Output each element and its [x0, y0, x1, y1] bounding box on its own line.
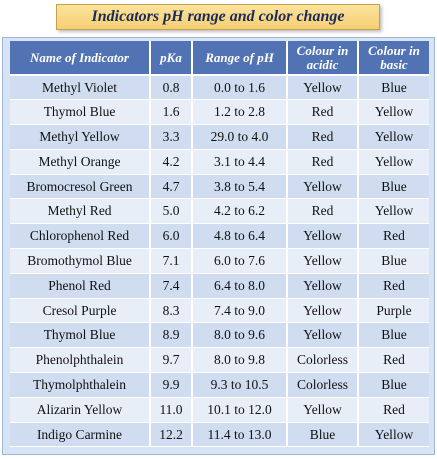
table-row: Thymol Blue 8.9 8.0 to 9.6 Yellow Blue	[10, 322, 429, 349]
cell-ph-range: 6.4 to 8.0	[192, 273, 288, 299]
page-title: Indicators pH range and color change	[56, 4, 380, 30]
cell-basic-colour: Red	[358, 347, 429, 374]
cell-basic-colour: Blue	[358, 75, 429, 101]
cell-pka: 6.0	[150, 223, 193, 250]
cell-ph-range: 7.4 to 9.0	[192, 298, 288, 324]
table-row: Bromocresol Green 4.7 3.8 to 5.4 Yellow Blue	[10, 174, 429, 200]
cell-basic-colour: Yellow	[358, 198, 429, 225]
header-pka: pKa	[150, 41, 193, 76]
cell-acidic-colour: Yellow	[287, 223, 359, 250]
cell-ph-range: 4.8 to 6.4	[192, 223, 288, 250]
cell-pka: 9.7	[150, 347, 193, 374]
cell-indicator-name: Thymol Blue	[10, 99, 151, 126]
cell-indicator-name: Indigo Carmine	[10, 422, 151, 448]
cell-indicator-name: Phenol Red	[10, 273, 151, 299]
cell-indicator-name: Alizarin Yellow	[10, 397, 151, 423]
cell-pka: 4.2	[150, 149, 193, 175]
table-row: Bromothymol Blue 7.1 6.0 to 7.6 Yellow Blue	[10, 248, 429, 274]
cell-ph-range: 29.0 to 4.0	[192, 124, 288, 150]
table-body: Methyl Violet 0.8 0.0 to 1.6 Yellow Blue Thym…	[10, 75, 429, 448]
cell-acidic-colour: Yellow	[287, 322, 359, 349]
cell-indicator-name: Phenolphthalein	[10, 347, 151, 374]
cell-ph-range: 3.8 to 5.4	[192, 174, 288, 200]
table-row: Methyl Red 5.0 4.2 to 6.2 Red Yellow	[10, 198, 429, 225]
cell-pka: 1.6	[150, 99, 193, 126]
cell-basic-colour: Yellow	[358, 149, 429, 175]
cell-indicator-name: Methyl Red	[10, 198, 151, 225]
cell-indicator-name: Methyl Yellow	[10, 124, 151, 150]
header-name-of-indicator: Name of Indicator	[10, 41, 151, 76]
cell-basic-colour: Yellow	[358, 124, 429, 150]
cell-basic-colour: Red	[358, 273, 429, 299]
cell-pka: 7.4	[150, 273, 193, 299]
cell-pka: 8.9	[150, 322, 193, 349]
cell-acidic-colour: Yellow	[287, 248, 359, 274]
cell-acidic-colour: Yellow	[287, 273, 359, 299]
cell-ph-range: 10.1 to 12.0	[192, 397, 288, 423]
cell-acidic-colour: Red	[287, 124, 359, 150]
cell-basic-colour: Purple	[358, 298, 429, 324]
cell-indicator-name: Chlorophenol Red	[10, 223, 151, 250]
cell-pka: 12.2	[150, 422, 193, 448]
cell-ph-range: 11.4 to 13.0	[192, 422, 288, 448]
cell-acidic-colour: Red	[287, 99, 359, 126]
cell-basic-colour: Red	[358, 397, 429, 423]
cell-acidic-colour: Yellow	[287, 298, 359, 324]
cell-ph-range: 6.0 to 7.6	[192, 248, 288, 274]
cell-indicator-name: Thymol Blue	[10, 322, 151, 349]
cell-ph-range: 8.0 to 9.8	[192, 347, 288, 374]
cell-ph-range: 4.2 to 6.2	[192, 198, 288, 225]
cell-indicator-name: Methyl Violet	[10, 75, 151, 101]
table-row: Chlorophenol Red 6.0 4.8 to 6.4 Yellow Red	[10, 223, 429, 250]
cell-ph-range: 8.0 to 9.6	[192, 322, 288, 349]
header-row: Name of Indicator pKa Range of pH Colour…	[10, 41, 429, 76]
cell-basic-colour: Blue	[358, 248, 429, 274]
header-colour-in-acidic: Colour in acidic	[287, 41, 359, 76]
cell-basic-colour: Blue	[358, 174, 429, 200]
cell-acidic-colour: Yellow	[287, 397, 359, 423]
table-row: Thymolphthalein 9.9 9.3 to 10.5 Colorless Bl…	[10, 372, 429, 398]
cell-indicator-name: Methyl Orange	[10, 149, 151, 175]
header-colour-in-basic: Colour in basic	[358, 41, 429, 76]
table-row: Alizarin Yellow 11.0 10.1 to 12.0 Yellow Red	[10, 397, 429, 423]
indicators-table: Name of Indicator pKa Range of pH Colour…	[10, 41, 429, 448]
cell-indicator-name: Bromocresol Green	[10, 174, 151, 200]
header-range-of-ph: Range of pH	[192, 41, 288, 76]
cell-acidic-colour: Red	[287, 149, 359, 175]
cell-basic-colour: Red	[358, 223, 429, 250]
table-row: Phenol Red 7.4 6.4 to 8.0 Yellow Red	[10, 273, 429, 299]
cell-indicator-name: Cresol Purple	[10, 298, 151, 324]
cell-indicator-name: Bromothymol Blue	[10, 248, 151, 274]
cell-acidic-colour: Yellow	[287, 75, 359, 101]
cell-basic-colour: Yellow	[358, 99, 429, 126]
table-row: Thymol Blue 1.6 1.2 to 2.8 Red Yellow	[10, 99, 429, 126]
cell-acidic-colour: Blue	[287, 422, 359, 448]
table-row: Phenolphthalein 9.7 8.0 to 9.8 Colorless Red	[10, 347, 429, 374]
cell-pka: 8.3	[150, 298, 193, 324]
cell-ph-range: 0.0 to 1.6	[192, 75, 288, 101]
cell-ph-range: 9.3 to 10.5	[192, 372, 288, 398]
cell-pka: 9.9	[150, 372, 193, 398]
cell-acidic-colour: Colorless	[287, 347, 359, 374]
cell-pka: 0.8	[150, 75, 193, 101]
cell-acidic-colour: Yellow	[287, 174, 359, 200]
table-row: Methyl Violet 0.8 0.0 to 1.6 Yellow Blue	[10, 75, 429, 101]
cell-pka: 7.1	[150, 248, 193, 274]
cell-pka: 5.0	[150, 198, 193, 225]
cell-pka: 11.0	[150, 397, 193, 423]
cell-ph-range: 1.2 to 2.8	[192, 99, 288, 126]
cell-acidic-colour: Colorless	[287, 372, 359, 398]
cell-pka: 3.3	[150, 124, 193, 150]
table-row: Methyl Orange 4.2 3.1 to 4.4 Red Yellow	[10, 149, 429, 175]
table-row: Cresol Purple 8.3 7.4 to 9.0 Yellow Purple	[10, 298, 429, 324]
table-row: Methyl Yellow 3.3 29.0 to 4.0 Red Yellow	[10, 124, 429, 150]
cell-basic-colour: Yellow	[358, 422, 429, 448]
cell-basic-colour: Blue	[358, 372, 429, 398]
cell-basic-colour: Blue	[358, 322, 429, 349]
cell-indicator-name: Thymolphthalein	[10, 372, 151, 398]
table-row: Indigo Carmine 12.2 11.4 to 13.0 Blue Yellow	[10, 422, 429, 448]
cell-ph-range: 3.1 to 4.4	[192, 149, 288, 175]
cell-pka: 4.7	[150, 174, 193, 200]
cell-acidic-colour: Red	[287, 198, 359, 225]
